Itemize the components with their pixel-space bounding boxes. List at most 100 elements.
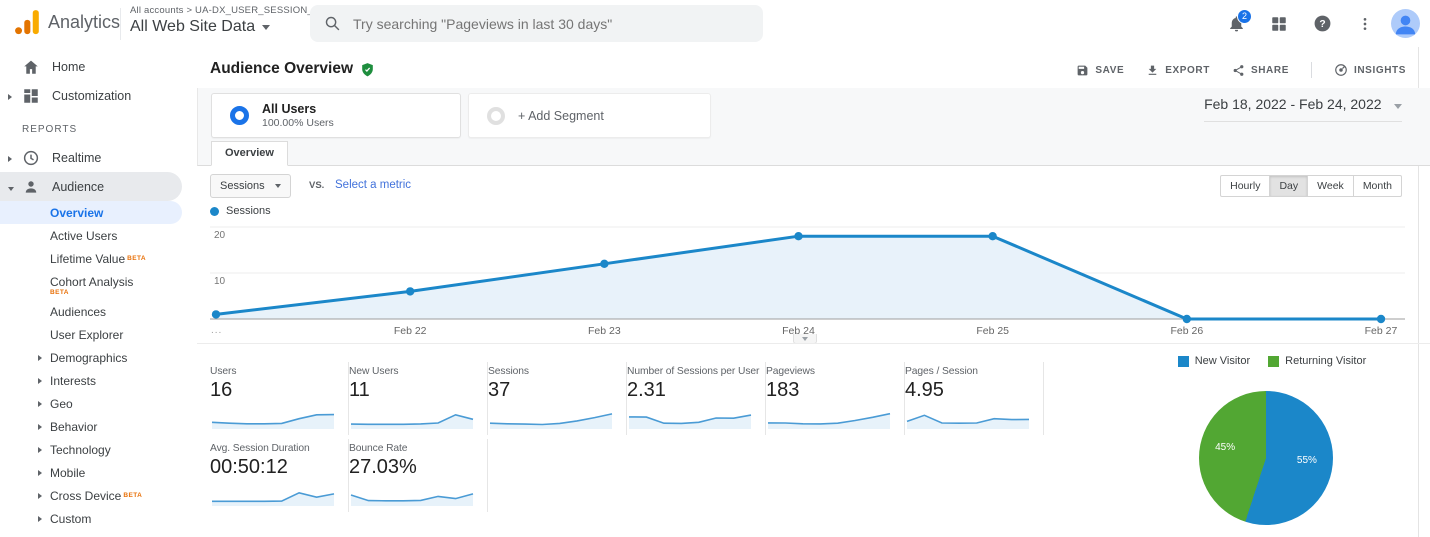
metric-card-users[interactable]: Users 16: [210, 362, 349, 435]
analytics-home-link[interactable]: Analytics: [14, 9, 120, 35]
sidebar-item-benchmarking[interactable]: Benchmarking: [0, 530, 197, 537]
metric-card-avg-session-duration[interactable]: Avg. Session Duration 00:50:12: [210, 439, 349, 512]
visitor-pie-chart[interactable]: 45% 55%: [1199, 391, 1333, 525]
more-options-button[interactable]: [1348, 7, 1382, 41]
export-button[interactable]: EXPORT: [1146, 64, 1210, 77]
sparkline: [350, 413, 474, 429]
apps-button[interactable]: [1262, 7, 1296, 41]
granularity-day[interactable]: Day: [1269, 175, 1309, 197]
tab-overview[interactable]: Overview: [211, 141, 288, 166]
metric-value: 183: [766, 379, 800, 401]
analytics-logo-icon: [15, 10, 39, 35]
insights-button[interactable]: INSIGHTS: [1334, 63, 1406, 77]
sparkline: [350, 493, 474, 506]
granularity-week[interactable]: Week: [1307, 175, 1354, 197]
segment-all-users[interactable]: All Users 100.00% Users: [211, 93, 461, 138]
chevron-right-icon: [38, 492, 42, 499]
tab-bar: Overview: [197, 141, 1430, 166]
sidebar-item-label: Interests: [50, 373, 97, 388]
metric-card-new-users[interactable]: New Users 11: [349, 362, 488, 435]
add-segment-button[interactable]: + Add Segment: [468, 93, 711, 138]
sidebar-item-lifetime-value[interactable]: Lifetime Value BETA: [0, 247, 197, 270]
sidebar-item-home[interactable]: Home: [0, 52, 197, 81]
granularity-hourly[interactable]: Hourly: [1220, 175, 1271, 197]
share-label: SHARE: [1250, 64, 1289, 76]
metric-label: Number of Sessions per User: [627, 366, 760, 377]
sidebar-item-label: Cross Device: [50, 488, 122, 503]
sidebar-item-audiences[interactable]: Audiences: [0, 300, 197, 323]
sparkline: [489, 413, 613, 429]
granularity-month[interactable]: Month: [1352, 175, 1402, 197]
sidebar-item-demographics[interactable]: Demographics: [0, 346, 197, 369]
metric-card-pages-per-session[interactable]: Pages / Session 4.95: [905, 362, 1044, 435]
sparkline: [628, 414, 752, 429]
sidebar-item-cohort-analysis[interactable]: Cohort Analysis BETA: [0, 270, 197, 300]
sidebar-item-label: Overview: [50, 205, 104, 220]
divider: [1310, 62, 1312, 78]
more-vert-icon: [1363, 17, 1367, 30]
account-avatar[interactable]: [1391, 9, 1420, 38]
metric-dropdown[interactable]: Sessions: [210, 174, 291, 198]
sidebar-item-active-users[interactable]: Active Users: [0, 224, 197, 247]
metric-card-pageviews[interactable]: Pageviews 183: [766, 362, 905, 435]
date-range-selector[interactable]: Feb 18, 2022 - Feb 24, 2022: [1204, 96, 1402, 122]
verified-shield-icon: [362, 62, 373, 76]
sidebar-item-audience[interactable]: Audience: [0, 172, 182, 201]
svg-text:Feb 27: Feb 27: [1365, 325, 1398, 337]
sidebar-item-label: Behavior: [50, 419, 98, 434]
metric-label: Avg. Session Duration: [210, 443, 310, 454]
sidebar-item-cross-device[interactable]: Cross Device BETA: [0, 484, 197, 507]
sidebar-item-mobile[interactable]: Mobile: [0, 461, 197, 484]
metric-card-bounce-rate[interactable]: Bounce Rate 27.03%: [349, 439, 488, 512]
save-label: SAVE: [1095, 64, 1125, 76]
realtime-clock-icon: [23, 150, 39, 165]
divider: [120, 8, 121, 40]
sidebar-item-interests[interactable]: Interests: [0, 369, 197, 392]
audience-person-icon: [25, 180, 37, 193]
search-icon: [325, 16, 340, 31]
property-view-selector[interactable]: All Web Site Data: [130, 18, 321, 36]
sidebar-item-realtime[interactable]: Realtime: [0, 143, 197, 172]
share-button[interactable]: SHARE: [1232, 64, 1289, 77]
metric-label: Bounce Rate: [349, 443, 408, 454]
divider: [1418, 47, 1419, 537]
svg-text:Feb 23: Feb 23: [588, 325, 621, 337]
product-name: Analytics: [48, 11, 121, 32]
save-button[interactable]: SAVE: [1076, 64, 1124, 77]
beta-badge: BETA: [127, 255, 146, 262]
metric-card-sessions-per-user[interactable]: Number of Sessions per User 2.31: [627, 362, 766, 435]
chevron-right-icon: [8, 93, 12, 100]
sidebar-item-user-explorer[interactable]: User Explorer: [0, 323, 197, 346]
sidebar-item-geo[interactable]: Geo: [0, 392, 197, 415]
pie-legend: New Visitor Returning Visitor: [1137, 355, 1407, 367]
metric-card-sessions[interactable]: Sessions 37: [488, 362, 627, 435]
sidebar-item-label: User Explorer: [50, 327, 124, 342]
sidebar-item-custom[interactable]: Custom: [0, 507, 197, 530]
sidebar-item-overview[interactable]: Overview: [0, 201, 182, 224]
chevron-down-icon: [8, 186, 14, 191]
sidebar-item-label: Audiences: [50, 304, 107, 319]
add-segment-ring-icon: [487, 106, 505, 125]
sidebar-item-behavior[interactable]: Behavior: [0, 415, 197, 438]
notifications-button[interactable]: 2: [1219, 7, 1253, 41]
metric-value: 4.95: [905, 379, 944, 401]
metric-label: Users: [210, 366, 237, 377]
breadcrumb[interactable]: All accounts > UA-DX_USER_SESSION_...: [130, 5, 322, 16]
metric-value: 00:50:12: [210, 456, 288, 478]
sidebar-item-customization[interactable]: Customization: [0, 81, 197, 110]
search-input[interactable]: [353, 15, 733, 32]
segment-title: All Users: [262, 102, 317, 116]
chevron-right-icon: [38, 400, 42, 407]
page-title: Audience Overview: [210, 60, 354, 77]
sidebar-item-technology[interactable]: Technology: [0, 438, 197, 461]
sparkline: [767, 412, 891, 429]
divider: [197, 343, 1430, 344]
select-a-metric-link[interactable]: Select a metric: [335, 179, 412, 191]
metric-label: Pages / Session: [905, 366, 978, 377]
help-button[interactable]: ?: [1305, 7, 1339, 41]
sidebar-item-label: Technology: [50, 442, 111, 457]
chart-legend: Sessions: [210, 205, 271, 217]
search-bar[interactable]: [310, 5, 763, 42]
sidebar-item-label: Cohort Analysis: [50, 274, 134, 289]
